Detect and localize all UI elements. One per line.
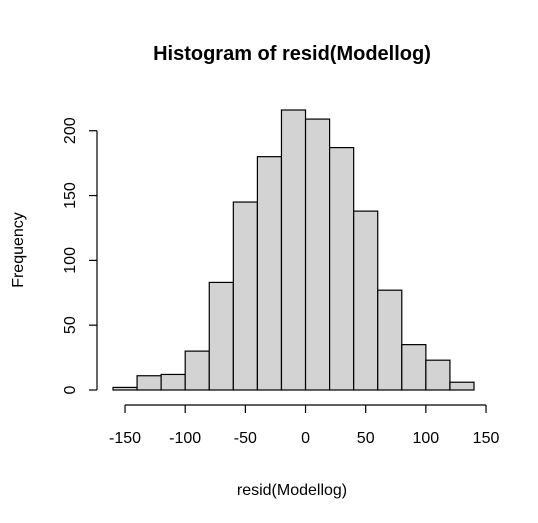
histogram-bar bbox=[184, 350, 210, 391]
y-tick-label: 200 bbox=[62, 117, 79, 144]
histogram-bar bbox=[401, 344, 427, 391]
histogram-bar bbox=[112, 386, 138, 391]
x-axis-label: resid(Modellog) bbox=[237, 482, 347, 499]
x-tick-label: 0 bbox=[301, 430, 310, 447]
histogram-bar bbox=[329, 146, 355, 391]
histogram-bar bbox=[136, 375, 162, 391]
x-tick-label: -50 bbox=[234, 430, 257, 447]
histogram-bar bbox=[425, 359, 451, 391]
histogram-bar bbox=[449, 381, 475, 391]
chart-title: Histogram of resid(Modellog) bbox=[153, 43, 431, 65]
y-tick-label: 0 bbox=[62, 385, 79, 394]
histogram-bar bbox=[304, 118, 331, 391]
x-tick-label: 150 bbox=[473, 430, 500, 447]
histogram-bar bbox=[160, 373, 186, 391]
y-tick-label: 150 bbox=[62, 182, 79, 209]
y-tick-label: 50 bbox=[62, 316, 79, 334]
histogram-bar bbox=[377, 289, 403, 391]
histogram-bar bbox=[280, 109, 307, 391]
y-axis: 0 50 100 150 200 bbox=[62, 117, 98, 394]
y-tick-label: 100 bbox=[62, 247, 79, 274]
x-tick-label: -100 bbox=[169, 430, 201, 447]
histogram-bar bbox=[353, 210, 379, 391]
histogram-bars bbox=[112, 109, 475, 391]
x-tick-label: -150 bbox=[109, 430, 141, 447]
histogram-bar bbox=[232, 201, 258, 391]
histogram-bar bbox=[256, 156, 283, 391]
x-tick-label: 100 bbox=[413, 430, 440, 447]
x-axis: -150 -100 -50 0 50 100 150 bbox=[109, 404, 500, 447]
y-axis-label: Frequency bbox=[10, 212, 27, 288]
histogram-bar bbox=[208, 281, 234, 391]
x-tick-label: 50 bbox=[357, 430, 375, 447]
